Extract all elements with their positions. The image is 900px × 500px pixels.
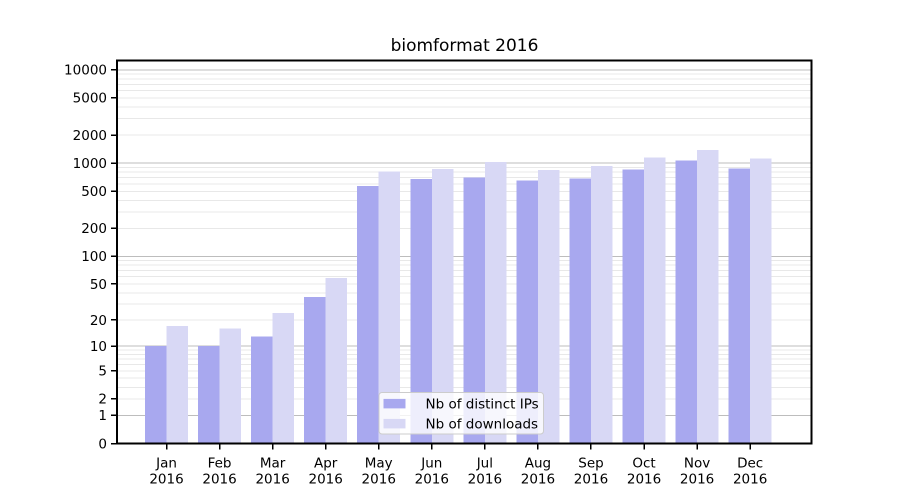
y-tick-label-2000: 2000 — [73, 128, 107, 144]
x-tick-label-month-aug: Aug — [525, 456, 551, 472]
bar-downloads-sep — [590, 166, 613, 444]
bar-downloads-feb — [219, 328, 242, 444]
y-tick-label-20: 20 — [90, 313, 107, 329]
x-tick-label-month-mar: Mar — [260, 456, 286, 472]
y-tick-label-5: 5 — [98, 364, 107, 380]
x-tick-label-year-nov: 2016 — [680, 472, 714, 488]
bar-downloads-nov — [697, 149, 719, 444]
bar-downloads-jan — [166, 326, 188, 444]
bar-ips-sep — [569, 178, 591, 444]
legend-label-downloads: Nb of downloads — [426, 417, 539, 433]
y-tick-label-0: 0 — [98, 436, 107, 452]
axes-spines — [116, 59, 813, 445]
x-tick-label-month-jan: Jan — [155, 456, 177, 472]
chart-title: biomformat 2016 — [390, 36, 539, 56]
bar-ips-aug — [516, 180, 538, 444]
y-tick-label-2: 2 — [98, 392, 107, 408]
y-tick-label-10: 10 — [90, 339, 107, 355]
x-tick-label-year-jun: 2016 — [415, 472, 449, 488]
y-tick-label-1: 1 — [98, 408, 107, 424]
bar-ips-mar — [251, 336, 273, 444]
legend-swatch-ips — [383, 398, 406, 409]
y-tick-label-500: 500 — [81, 184, 107, 200]
bar-ips-oct — [622, 169, 645, 444]
x-tick-label-month-jul: Jul — [476, 456, 493, 472]
x-tick-label-year-aug: 2016 — [521, 472, 555, 488]
legend-box — [378, 392, 544, 435]
legend-swatch-downloads — [383, 418, 406, 429]
bar-downloads-jul — [484, 161, 507, 444]
y-tick-label-50: 50 — [90, 277, 107, 293]
x-tick-label-year-apr: 2016 — [309, 472, 343, 488]
y-tick-label-200: 200 — [81, 221, 107, 237]
bar-ips-jun — [410, 179, 432, 444]
x-tick-label-month-oct: Oct — [632, 456, 655, 472]
bar-ips-apr — [304, 296, 326, 444]
legend-label-ips: Nb of distinct IPs — [426, 397, 539, 413]
bar-ips-jan — [145, 346, 167, 444]
x-tick-label-month-dec: Dec — [737, 456, 763, 472]
x-tick-label-year-may: 2016 — [362, 472, 396, 488]
bar-downloads-oct — [644, 157, 666, 444]
bar-downloads-apr — [325, 278, 348, 444]
bar-downloads-dec — [750, 158, 772, 444]
x-tick-label-month-sep: Sep — [578, 456, 603, 472]
y-tick-label-10000: 10000 — [64, 63, 107, 79]
bar-downloads-jun — [431, 169, 454, 444]
bar-downloads-may — [378, 171, 401, 444]
y-tick-label-5000: 5000 — [73, 91, 107, 107]
y-tick-label-100: 100 — [81, 249, 107, 265]
x-tick-label-month-feb: Feb — [208, 456, 232, 472]
x-tick-label-month-may: May — [365, 456, 393, 472]
bar-downloads-mar — [272, 312, 295, 444]
x-tick-label-year-jan: 2016 — [149, 472, 183, 488]
bar-ips-feb — [198, 346, 220, 444]
x-tick-label-year-mar: 2016 — [255, 472, 289, 488]
bar-ips-jul — [463, 177, 485, 444]
x-tick-label-year-feb: 2016 — [202, 472, 236, 488]
x-tick-label-year-jul: 2016 — [468, 472, 502, 488]
bar-ips-nov — [675, 160, 698, 444]
bar-ips-may — [357, 185, 379, 444]
x-tick-label-year-dec: 2016 — [733, 472, 767, 488]
x-tick-label-year-sep: 2016 — [574, 472, 608, 488]
x-tick-label-year-oct: 2016 — [627, 472, 661, 488]
x-tick-label-month-apr: Apr — [314, 456, 338, 472]
x-tick-label-month-nov: Nov — [684, 456, 710, 472]
y-tick-label-1000: 1000 — [73, 156, 107, 172]
x-tick-label-month-jun: Jun — [420, 456, 442, 472]
bar-ips-dec — [728, 168, 751, 444]
bar-downloads-aug — [537, 170, 560, 444]
